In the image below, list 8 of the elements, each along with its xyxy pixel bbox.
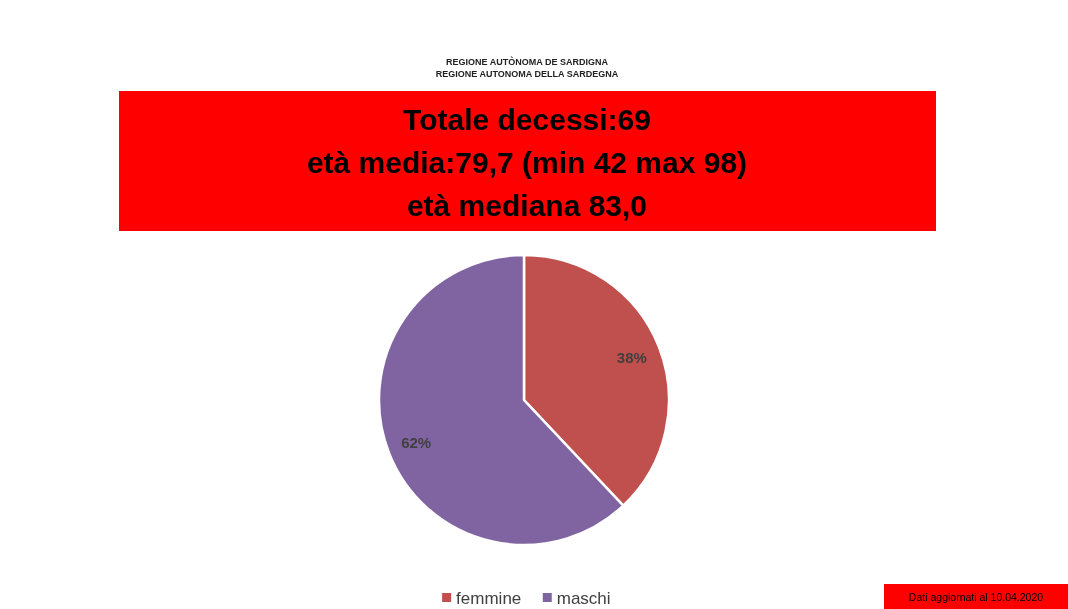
text: Dati aggiornati al 10.04.2020 [908, 591, 1044, 603]
chart-title: Totale decessi:69 età media:79,7 (min 42 max 98) età mediana 83,0 [306, 102, 748, 222]
data-label: 62% [401, 434, 432, 452]
text: REGIONE AUTONOMA DELLA SARDEGNA [435, 69, 619, 79]
data-label: 38% [616, 348, 647, 366]
text: REGIONE AUTÒNOMA DE SARDIGNA [446, 56, 609, 67]
legend-label: femmine [456, 588, 522, 608]
legend-label: maschi [556, 588, 611, 608]
